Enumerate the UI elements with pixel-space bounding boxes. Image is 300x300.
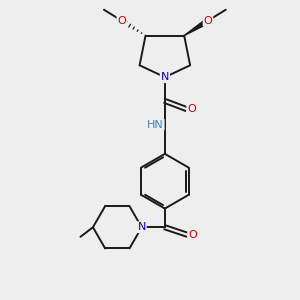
Text: N: N xyxy=(137,222,146,232)
Text: N: N xyxy=(161,72,169,82)
Polygon shape xyxy=(184,19,209,36)
Text: O: O xyxy=(187,104,196,114)
Text: O: O xyxy=(188,230,197,240)
Text: O: O xyxy=(117,16,126,26)
Text: O: O xyxy=(204,16,212,26)
Text: HN: HN xyxy=(147,120,164,130)
